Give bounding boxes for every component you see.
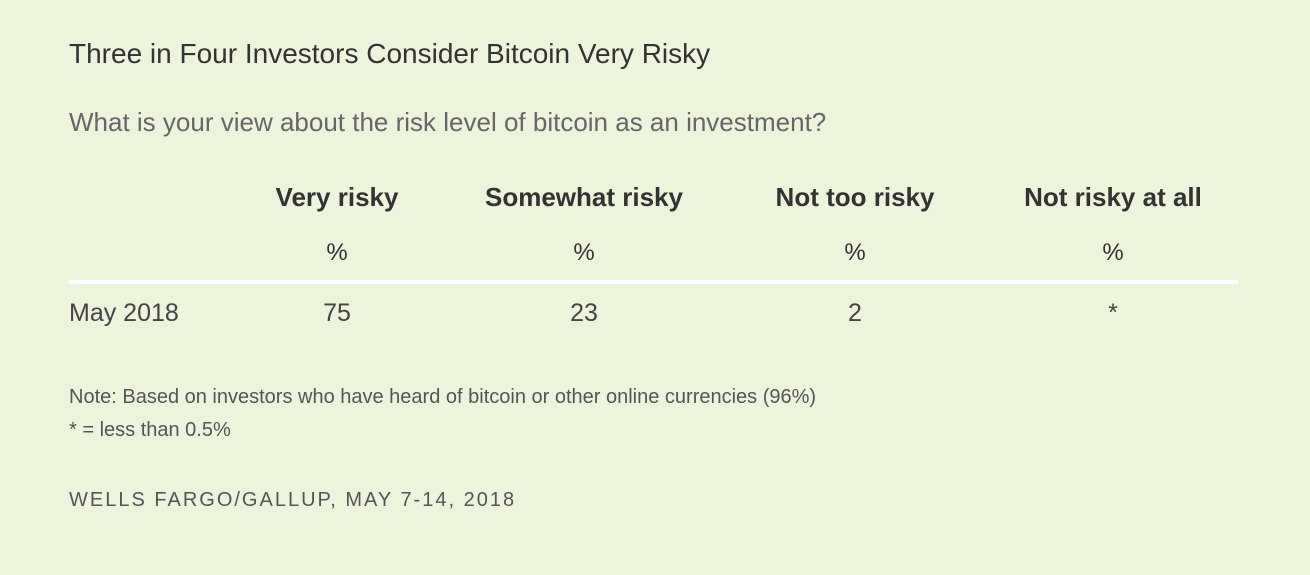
chart-title: Three in Four Investors Consider Bitcoin… xyxy=(69,38,711,69)
column-header-somewhat-risky: Somewhat risky xyxy=(485,182,683,212)
row-label: May 2018 xyxy=(69,299,179,327)
footnote-text: * = less than 0.5% xyxy=(69,419,231,441)
question-subtitle: What is your view about the risk level o… xyxy=(69,107,827,137)
unit-label: % xyxy=(573,239,595,266)
unit-label: % xyxy=(1102,239,1124,266)
table-cell: 23 xyxy=(570,299,598,327)
note-text: Note: Based on investors who have heard … xyxy=(69,386,817,408)
column-header-very-risky: Very risky xyxy=(275,182,399,212)
table-cell: 75 xyxy=(323,299,351,327)
unit-label: % xyxy=(326,239,348,266)
column-header-not-too-risky: Not too risky xyxy=(775,182,935,212)
header-divider xyxy=(69,280,1238,284)
column-header-not-risky-at-all: Not risky at all xyxy=(1024,182,1202,212)
source-credit: WELLS FARGO/GALLUP, MAY 7-14, 2018 xyxy=(69,489,517,511)
table-cell: * xyxy=(1108,299,1118,327)
unit-label: % xyxy=(844,239,866,266)
table-cell: 2 xyxy=(848,299,862,327)
